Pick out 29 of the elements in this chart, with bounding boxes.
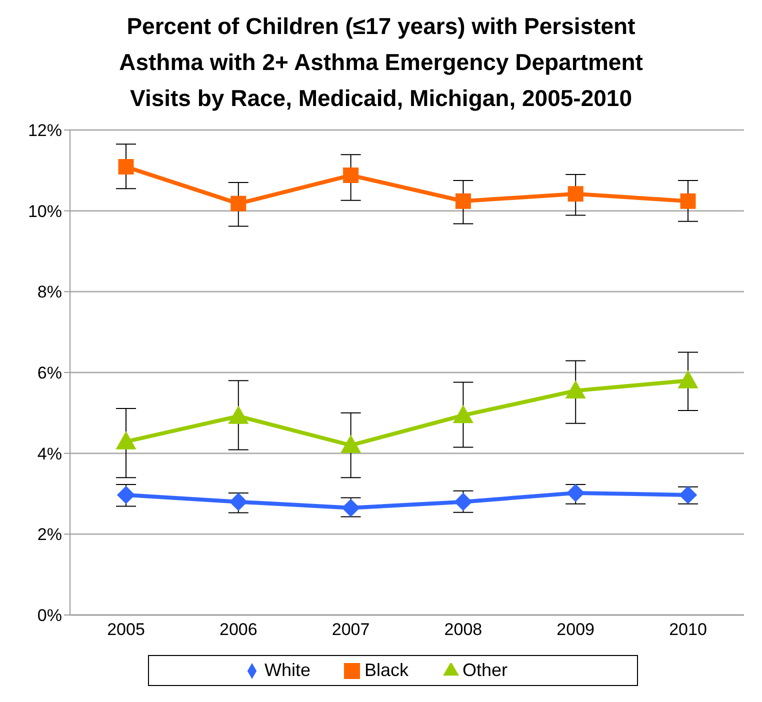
point — [680, 193, 696, 209]
y-tick-label: 8% — [37, 282, 62, 302]
point — [568, 186, 584, 202]
y-tick-label: 2% — [37, 525, 62, 544]
point — [343, 168, 359, 184]
legend-label: Other — [462, 660, 508, 680]
point — [678, 370, 698, 388]
point — [116, 432, 136, 450]
legend-label: White — [264, 660, 310, 680]
y-tick-label: 0% — [37, 606, 62, 626]
point — [118, 159, 134, 175]
legend-label: Black — [364, 660, 408, 680]
point — [230, 196, 246, 212]
point — [566, 380, 586, 398]
point — [455, 193, 471, 209]
y-tick-label: 12% — [28, 121, 62, 140]
y-tick-label: 10% — [28, 202, 62, 221]
point — [341, 436, 361, 453]
x-tick-label: 2009 — [556, 620, 595, 640]
point — [228, 406, 248, 424]
x-tick-label: 2006 — [219, 620, 258, 640]
y-tick-label: 6% — [37, 364, 62, 383]
y-tick-label: 4% — [37, 444, 62, 464]
x-tick-label: 2008 — [444, 620, 482, 640]
chart-title: Percent of Children (≤17 years) with Persistent Asthma with 2+ Asthma Emergency Department Visits by Race, Medicaid, Michigan, 2005-2010 — [118, 12, 644, 113]
x-tick-label: 2010 — [669, 620, 707, 640]
x-tick-label: 2005 — [107, 620, 145, 640]
x-tick-label: 2007 — [332, 620, 370, 640]
point — [453, 406, 473, 424]
